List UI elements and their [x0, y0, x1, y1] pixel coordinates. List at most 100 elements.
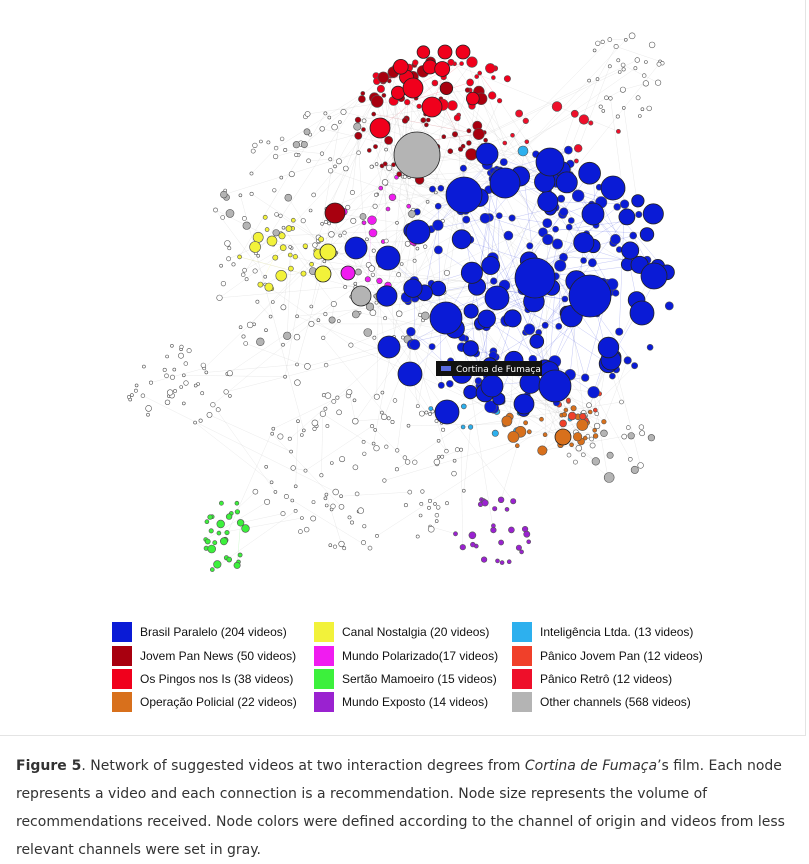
node — [303, 128, 311, 136]
node — [281, 225, 286, 230]
node — [396, 310, 403, 317]
node — [437, 185, 445, 192]
node — [204, 370, 209, 375]
node — [434, 512, 440, 518]
node — [459, 164, 467, 172]
node — [470, 541, 476, 548]
node — [402, 77, 424, 99]
node — [255, 299, 260, 304]
node — [437, 44, 453, 60]
node — [238, 325, 243, 330]
node — [299, 433, 304, 437]
node — [451, 229, 472, 250]
node — [466, 78, 474, 87]
node — [629, 231, 638, 240]
node — [361, 127, 366, 132]
legend-swatch — [512, 669, 532, 689]
edge-group — [236, 522, 241, 566]
legend-label: Pânico Retrô (12 videos) — [540, 672, 673, 686]
node — [468, 424, 474, 430]
node — [357, 507, 364, 514]
figure: Cortina de Fumaça Brasil Paralelo (204 v… — [112, 0, 806, 735]
node — [183, 380, 189, 386]
node — [279, 175, 284, 180]
node — [423, 244, 428, 249]
node — [380, 390, 385, 395]
node — [369, 164, 374, 169]
node — [542, 218, 553, 228]
node — [623, 356, 632, 365]
node — [328, 157, 333, 162]
node — [561, 412, 568, 418]
node — [347, 515, 352, 520]
node — [207, 514, 213, 520]
node — [640, 107, 645, 111]
node — [631, 362, 638, 370]
legend-swatch — [314, 622, 334, 642]
node — [225, 513, 233, 520]
node — [648, 41, 656, 49]
node — [200, 362, 206, 368]
node — [607, 64, 612, 69]
node — [309, 304, 314, 309]
node — [262, 214, 268, 220]
node — [621, 241, 640, 260]
node — [537, 190, 559, 212]
node — [541, 321, 549, 329]
node — [295, 362, 299, 367]
node — [350, 217, 357, 224]
legend-item: Os Pingos nos Is (38 videos) — [112, 669, 293, 689]
node — [608, 96, 613, 101]
node — [377, 71, 390, 84]
node — [264, 464, 269, 469]
legend-swatch — [512, 692, 532, 712]
node — [600, 175, 626, 201]
node — [444, 448, 449, 454]
node — [182, 373, 186, 378]
node — [637, 462, 644, 469]
node — [420, 117, 427, 123]
node — [403, 278, 423, 298]
node — [477, 309, 496, 329]
node — [196, 382, 200, 386]
legend-swatch — [512, 622, 532, 642]
node — [272, 254, 279, 261]
node — [612, 289, 620, 297]
node — [592, 407, 598, 413]
node — [640, 262, 668, 290]
node — [404, 99, 411, 106]
node — [570, 405, 577, 412]
node — [613, 203, 621, 211]
node — [373, 428, 378, 432]
node — [402, 455, 408, 460]
node — [218, 500, 224, 506]
node — [356, 150, 361, 155]
node — [335, 395, 340, 400]
node — [293, 484, 298, 489]
node — [208, 528, 214, 534]
network: Cortina de Fumaça — [126, 32, 675, 572]
node — [571, 189, 585, 203]
node — [353, 122, 362, 131]
node — [490, 277, 498, 285]
node — [646, 105, 652, 112]
legend-swatch — [314, 692, 334, 712]
node — [451, 131, 458, 138]
node — [266, 140, 271, 145]
node — [278, 232, 286, 240]
node — [193, 383, 198, 388]
node — [566, 452, 572, 458]
node — [455, 44, 471, 60]
node — [425, 200, 430, 204]
node — [510, 133, 515, 138]
node — [241, 524, 250, 533]
node — [620, 62, 626, 68]
node — [499, 560, 505, 565]
node — [538, 369, 572, 403]
node — [621, 433, 628, 440]
node — [252, 488, 259, 495]
node — [434, 399, 460, 425]
node — [480, 374, 504, 398]
node — [294, 152, 299, 157]
node — [279, 244, 287, 251]
